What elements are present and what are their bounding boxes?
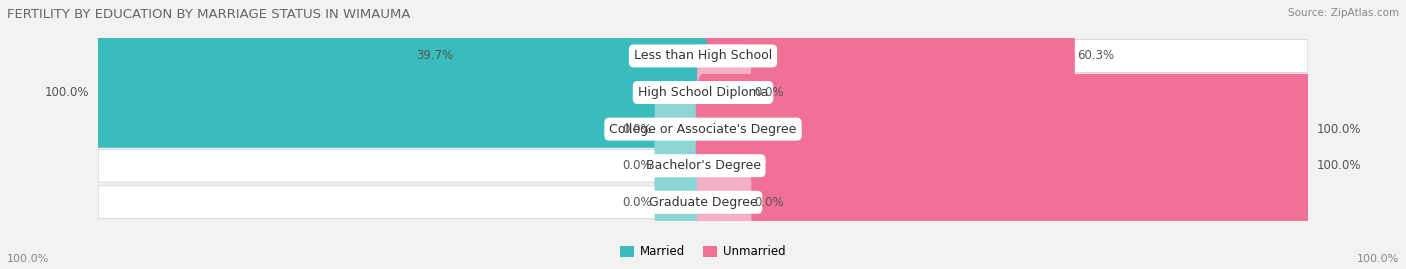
FancyBboxPatch shape xyxy=(98,149,1308,182)
FancyBboxPatch shape xyxy=(456,1,710,111)
FancyBboxPatch shape xyxy=(91,37,710,148)
Text: 100.0%: 100.0% xyxy=(45,86,90,99)
Text: 0.0%: 0.0% xyxy=(621,123,651,136)
FancyBboxPatch shape xyxy=(696,1,1074,111)
Legend: Married, Unmarried: Married, Unmarried xyxy=(616,241,790,263)
Text: 39.7%: 39.7% xyxy=(416,49,454,62)
FancyBboxPatch shape xyxy=(696,74,1315,184)
FancyBboxPatch shape xyxy=(98,40,1308,72)
Text: 100.0%: 100.0% xyxy=(1316,159,1361,172)
Text: 100.0%: 100.0% xyxy=(1316,123,1361,136)
Text: College or Associate's Degree: College or Associate's Degree xyxy=(609,123,797,136)
FancyBboxPatch shape xyxy=(98,76,1308,109)
FancyBboxPatch shape xyxy=(697,45,751,140)
Text: 100.0%: 100.0% xyxy=(1357,254,1399,264)
FancyBboxPatch shape xyxy=(98,113,1308,146)
FancyBboxPatch shape xyxy=(696,111,1315,221)
FancyBboxPatch shape xyxy=(655,81,709,177)
FancyBboxPatch shape xyxy=(655,154,709,250)
Text: 0.0%: 0.0% xyxy=(621,196,651,209)
Text: 0.0%: 0.0% xyxy=(755,196,785,209)
FancyBboxPatch shape xyxy=(655,118,709,214)
Text: 60.3%: 60.3% xyxy=(1077,49,1114,62)
Text: 0.0%: 0.0% xyxy=(755,86,785,99)
Text: FERTILITY BY EDUCATION BY MARRIAGE STATUS IN WIMAUMA: FERTILITY BY EDUCATION BY MARRIAGE STATU… xyxy=(7,8,411,21)
Text: 0.0%: 0.0% xyxy=(621,159,651,172)
Text: Less than High School: Less than High School xyxy=(634,49,772,62)
Text: Graduate Degree: Graduate Degree xyxy=(648,196,758,209)
Text: High School Diploma: High School Diploma xyxy=(638,86,768,99)
FancyBboxPatch shape xyxy=(98,186,1308,219)
FancyBboxPatch shape xyxy=(697,154,751,250)
Text: 100.0%: 100.0% xyxy=(7,254,49,264)
Text: Source: ZipAtlas.com: Source: ZipAtlas.com xyxy=(1288,8,1399,18)
Text: Bachelor's Degree: Bachelor's Degree xyxy=(645,159,761,172)
